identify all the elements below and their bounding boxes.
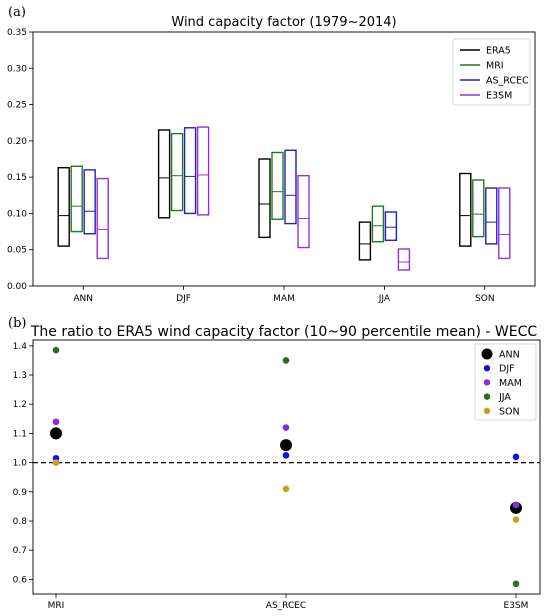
point-jja-e3sm [512, 580, 520, 588]
legend-a-label: MRI [486, 61, 504, 72]
point-son-as_rcec [282, 485, 290, 493]
y-tick-label: 1.3 [13, 371, 27, 381]
legend-b-swatch [483, 379, 491, 386]
y-tick-label: 0.20 [7, 137, 27, 147]
legend-a-label: E3SM [486, 91, 512, 102]
box-era5-ann [57, 167, 70, 247]
box-e3sm-son [498, 187, 511, 260]
y-tick-label: 0.10 [7, 209, 27, 219]
legend-a-label: ERA5 [486, 46, 511, 57]
panel-b-title: The ratio to ERA5 wind capacity factor (… [30, 324, 538, 340]
box-mri-ann [70, 165, 83, 233]
legend-b-label: MAM [499, 378, 522, 389]
x-tick-label: SON [475, 294, 495, 304]
y-tick-label: 1.0 [13, 459, 28, 469]
box-mri-son [472, 179, 485, 238]
panel-a-title: Wind capacity factor (1979~2014) [171, 15, 396, 30]
y-tick-label: 0.00 [7, 282, 27, 292]
box-as_rcec-djf [183, 127, 197, 215]
box-e3sm-jja [397, 248, 411, 271]
box-as_rcec-jja [384, 211, 398, 241]
legend-b-label: DJF [499, 364, 515, 375]
y-tick-label: 1.2 [13, 400, 27, 410]
legend-a-box [452, 38, 531, 106]
point-ann-as_rcec [280, 439, 292, 452]
box-as_rcec-son [485, 187, 498, 245]
y-tick-label: 0.25 [7, 101, 27, 111]
y-tick-label: 1.1 [13, 429, 27, 439]
box-era5-jja [358, 221, 372, 261]
point-mam-e3sm [512, 501, 520, 509]
x-tick-label: AS_RCEC [266, 601, 306, 611]
point-mam-mri [52, 418, 60, 426]
x-tick-label: MAM [273, 294, 295, 304]
point-djf-e3sm [512, 453, 520, 461]
y-tick-label: 0.05 [7, 246, 27, 256]
x-tick-label: DJF [176, 294, 191, 304]
box-mri-jja [371, 205, 385, 243]
x-tick-label: MRI [48, 601, 65, 611]
legend-b-label: SON [499, 406, 520, 417]
point-jja-as_rcec [282, 357, 290, 364]
legend-b-swatch [481, 348, 493, 360]
point-djf-as_rcec [282, 452, 290, 459]
point-ann-mri [50, 427, 62, 440]
x-tick-label: ANN [73, 294, 93, 304]
panel-a-frame [32, 31, 536, 287]
box-as_rcec-ann [83, 169, 96, 235]
legend-b-swatch [483, 365, 491, 372]
y-tick-label: 0.30 [7, 64, 27, 74]
point-mam-as_rcec [282, 424, 290, 431]
x-tick-label: JJA [378, 294, 391, 304]
box-e3sm-ann [96, 177, 109, 260]
box-era5-djf [157, 129, 171, 219]
y-tick-label: 0.35 [7, 28, 27, 38]
legend-b-swatch [483, 393, 491, 400]
panel-b-label: (b) [8, 316, 26, 331]
y-tick-label: 0.9 [13, 488, 28, 498]
point-jja-mri [52, 346, 60, 354]
box-mri-djf [170, 132, 184, 212]
legend-b-label: ANN [499, 350, 520, 361]
box-era5-mam [258, 158, 271, 239]
y-tick-label: 0.8 [13, 517, 28, 527]
legend-b-label: JJA [498, 392, 511, 403]
legend-a-label: AS_RCEC [486, 76, 529, 87]
point-son-mri [52, 459, 60, 466]
legend-b-swatch [483, 407, 491, 414]
x-tick-label: E3SM [504, 601, 529, 611]
box-era5-son [459, 172, 472, 247]
point-son-e3sm [512, 516, 520, 523]
panel-a-label: (a) [8, 5, 26, 20]
box-mri-mam [271, 151, 284, 220]
box-e3sm-djf [196, 126, 210, 216]
y-tick-label: 1.4 [13, 342, 28, 352]
y-tick-label: 0.15 [7, 173, 27, 183]
y-tick-label: 0.6 [13, 575, 28, 585]
box-e3sm-mam [297, 174, 310, 249]
panel-b-frame [32, 339, 541, 595]
y-tick-label: 0.7 [13, 546, 27, 556]
legend-b-box [474, 343, 537, 421]
box-as_rcec-mam [284, 149, 297, 225]
